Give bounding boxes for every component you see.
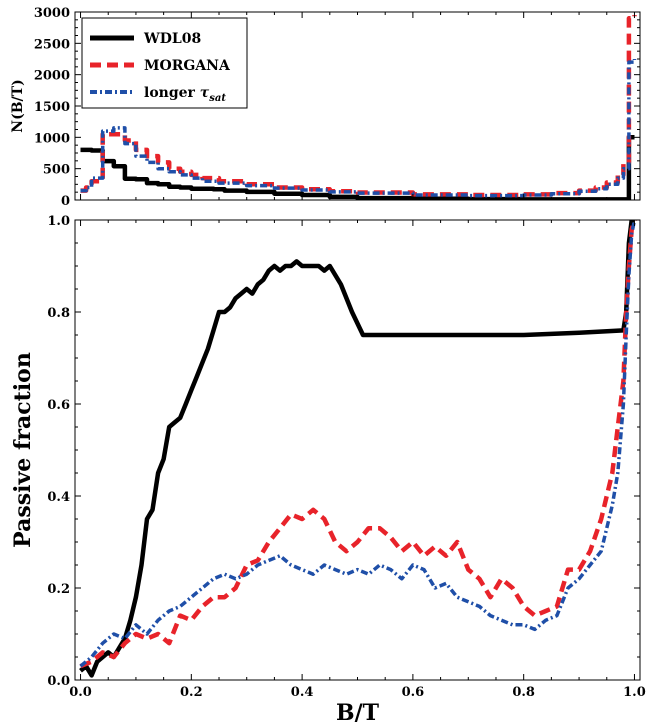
legend-label-tau: τ (200, 85, 210, 101)
bottom-series-longer-tsat (79, 220, 637, 668)
bottom-y-tick-label: 0.0 (47, 674, 70, 689)
legend: WDL08 MORGANA longer τsat (81, 17, 248, 109)
top-y-tick-label: 500 (43, 163, 70, 178)
top-y-tick-label: 2500 (34, 37, 70, 52)
bottom-x-tick-label: 0.8 (512, 685, 535, 700)
bottom-series-morgana (79, 220, 637, 669)
bottom-y-tick-label: 0.8 (47, 306, 70, 321)
bottom-y-tick-label: 0.2 (47, 582, 70, 597)
top-series-group (80, 15, 637, 200)
bottom-y-tick-label: 0.6 (47, 398, 70, 413)
top-series-wdl08 (80, 135, 635, 200)
top-y-tick-label: 2000 (34, 69, 70, 84)
bottom-panel: 0.0 0.2 0.4 0.6 0.8 1.0 0.0 0.2 0.4 0.6 0.8 1.0 Pass… (10, 214, 646, 724)
bottom-x-tick-label: 0.4 (291, 685, 314, 700)
legend-label-part: longer (144, 85, 200, 101)
top-y-axis-label: N(B/T) (10, 79, 26, 132)
bottom-axes-frame (74, 219, 641, 681)
legend-label-subscript: sat (209, 93, 226, 104)
top-series-longer-tsat (80, 59, 637, 198)
bottom-series-group (79, 220, 637, 678)
bottom-x-tick-label: 0.2 (180, 685, 203, 700)
legend-label-wdl08: WDL08 (143, 31, 201, 47)
bottom-y-tick-label: 1.0 (47, 214, 70, 229)
bottom-y-tick-label: 0.4 (47, 490, 70, 505)
legend-label-longer-tsat: longer τsat (144, 85, 226, 104)
bottom-x-tick-label: 0.6 (402, 685, 425, 700)
top-series-morgana (80, 15, 637, 198)
top-panel: 0 500 1000 1500 2000 2500 3000 N(B/T) (10, 6, 641, 209)
top-y-tick-label: 1500 (34, 100, 70, 115)
top-y-tick-label: 3000 (34, 6, 70, 21)
legend-label-morgana: MORGANA (144, 58, 231, 74)
bottom-x-tick-label: 1.0 (623, 685, 646, 700)
bottom-x-tick-label: 0.0 (69, 685, 92, 700)
top-y-tick-label: 1000 (34, 131, 70, 146)
bottom-x-axis-label: B/T (336, 700, 380, 724)
bottom-y-axis-label: Passive fraction (10, 352, 36, 548)
bottom-series-wdl08 (79, 220, 635, 678)
top-y-tick-label: 0 (61, 194, 70, 209)
